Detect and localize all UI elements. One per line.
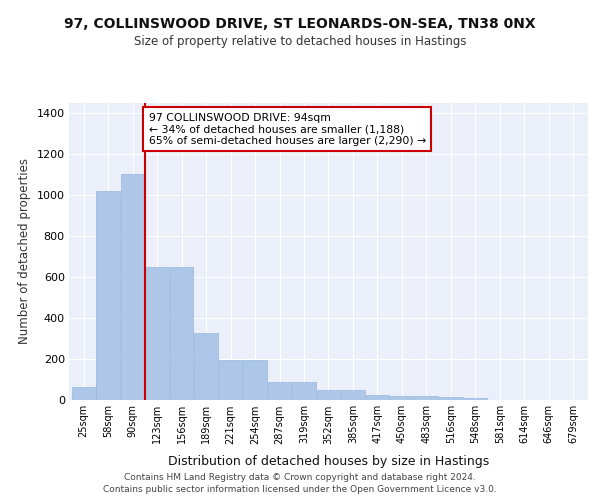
Bar <box>292 382 316 400</box>
Bar <box>390 396 414 400</box>
Bar <box>219 360 242 400</box>
Bar <box>170 266 193 400</box>
Bar <box>194 334 218 400</box>
Text: Contains HM Land Registry data © Crown copyright and database right 2024.
Contai: Contains HM Land Registry data © Crown c… <box>103 473 497 494</box>
Bar <box>243 360 267 400</box>
Bar <box>341 390 365 400</box>
Text: 97 COLLINSWOOD DRIVE: 94sqm
← 34% of detached houses are smaller (1,188)
65% of : 97 COLLINSWOOD DRIVE: 94sqm ← 34% of det… <box>149 113 426 146</box>
Bar <box>145 266 169 400</box>
Text: Size of property relative to detached houses in Hastings: Size of property relative to detached ho… <box>134 35 466 48</box>
Bar <box>121 174 145 400</box>
Bar <box>464 398 487 400</box>
Bar <box>365 395 389 400</box>
Bar <box>72 386 95 400</box>
Bar <box>96 190 120 400</box>
Y-axis label: Number of detached properties: Number of detached properties <box>18 158 31 344</box>
Text: 97, COLLINSWOOD DRIVE, ST LEONARDS-ON-SEA, TN38 0NX: 97, COLLINSWOOD DRIVE, ST LEONARDS-ON-SE… <box>64 18 536 32</box>
Bar <box>439 397 463 400</box>
X-axis label: Distribution of detached houses by size in Hastings: Distribution of detached houses by size … <box>168 454 489 468</box>
Bar <box>415 396 438 400</box>
Bar <box>317 390 340 400</box>
Bar <box>268 382 292 400</box>
